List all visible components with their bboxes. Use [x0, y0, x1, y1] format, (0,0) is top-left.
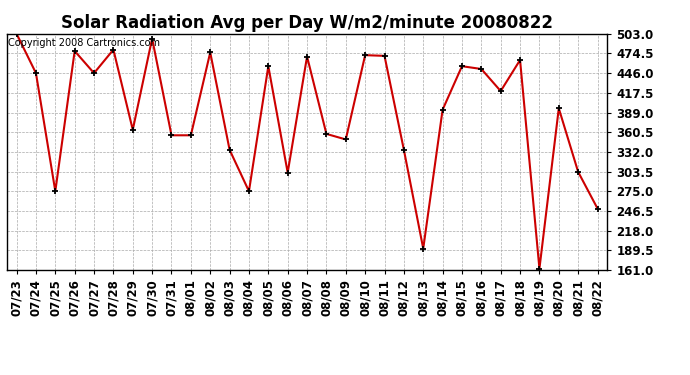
Title: Solar Radiation Avg per Day W/m2/minute 20080822: Solar Radiation Avg per Day W/m2/minute …	[61, 14, 553, 32]
Text: Copyright 2008 Cartronics.com: Copyright 2008 Cartronics.com	[8, 39, 160, 48]
